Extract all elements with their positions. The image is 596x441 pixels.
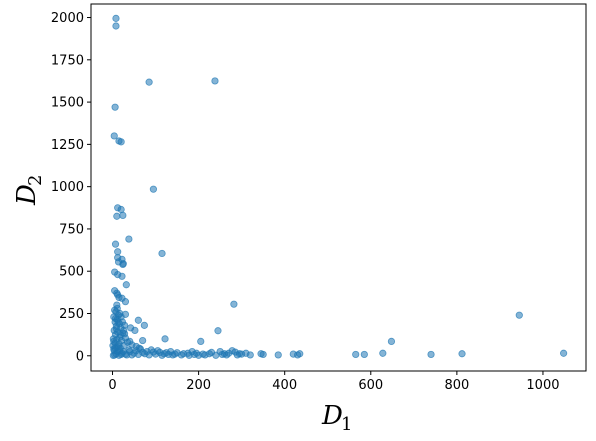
- data-point: [110, 313, 118, 321]
- x-tick-label: 200: [186, 378, 211, 393]
- data-point: [458, 350, 466, 358]
- data-point: [360, 350, 368, 359]
- x-tick-label: 1000: [526, 378, 559, 393]
- data-point: [197, 337, 205, 345]
- data-point: [110, 337, 118, 345]
- y-axis-label-sub: 2: [25, 175, 46, 186]
- y-tick-label: 250: [59, 307, 84, 322]
- data-point: [111, 240, 120, 248]
- axes: 0 200 400 600 800 1000 0 250 500 750 1000 1250 1500 1…: [51, 3, 587, 393]
- y-tick-label: 1750: [51, 53, 84, 68]
- data-point: [110, 132, 118, 140]
- data-point: [117, 205, 125, 214]
- y-tick-label: 500: [59, 265, 84, 280]
- data-point: [126, 347, 134, 356]
- data-point: [121, 298, 130, 306]
- plot-background: [91, 4, 586, 371]
- plot-area: [91, 4, 586, 371]
- data-point: [112, 325, 121, 333]
- data-point: [114, 248, 122, 256]
- data-point: [119, 260, 127, 268]
- data-point: [230, 300, 238, 308]
- data-point: [259, 350, 267, 359]
- data-point: [113, 304, 121, 313]
- data-point: [560, 349, 568, 357]
- data-point: [154, 347, 162, 355]
- x-axis-title: D 1: [321, 401, 352, 435]
- data-point: [216, 347, 224, 356]
- y-tick-label: 1250: [51, 138, 84, 153]
- plot-frame: [90, 3, 587, 372]
- data-point: [352, 350, 360, 359]
- y-tick-label: 1500: [51, 96, 84, 111]
- x-axis-label-sub: 1: [341, 414, 352, 435]
- y-tick-label: 1000: [51, 180, 84, 195]
- data-point: [140, 321, 148, 329]
- data-point: [122, 281, 130, 289]
- data-point: [119, 211, 127, 220]
- data-point: [117, 138, 125, 146]
- y-tick-label: 750: [59, 222, 84, 237]
- data-point: [235, 350, 244, 358]
- data-point: [112, 22, 120, 30]
- data-point: [149, 185, 158, 193]
- data-point: [201, 351, 209, 359]
- x-tick-label: 0: [108, 378, 116, 393]
- y-tick-label: 2000: [51, 11, 84, 26]
- data-point: [139, 336, 147, 345]
- data-point: [246, 351, 254, 359]
- data-point: [158, 249, 166, 258]
- data-point: [145, 78, 153, 86]
- x-tick-label: 800: [444, 378, 469, 393]
- y-tick-label: 0: [76, 349, 84, 364]
- data-point: [195, 351, 203, 359]
- data-point: [214, 327, 222, 335]
- data-point: [131, 326, 139, 335]
- data-point: [274, 351, 282, 359]
- data-point: [112, 14, 120, 22]
- data-point: [120, 321, 129, 329]
- x-tick-label: 400: [272, 378, 297, 393]
- data-point: [161, 335, 169, 343]
- data-point: [222, 351, 231, 359]
- x-tick-label: 600: [358, 378, 383, 393]
- data-point: [387, 337, 396, 345]
- data-point: [379, 349, 387, 357]
- data-points: [109, 14, 568, 360]
- data-point: [171, 350, 179, 358]
- data-point: [125, 235, 133, 243]
- data-point: [515, 311, 523, 319]
- data-point: [135, 344, 143, 352]
- data-point: [111, 103, 119, 111]
- y-axis-title: D 2: [12, 175, 46, 206]
- data-point: [134, 316, 142, 324]
- data-point: [427, 350, 435, 359]
- data-point: [211, 77, 219, 85]
- y-axis-label-main: D: [12, 184, 42, 206]
- data-point: [296, 350, 304, 358]
- data-point: [113, 212, 121, 220]
- x-axis-label-main: D: [321, 401, 343, 431]
- data-point: [118, 272, 126, 280]
